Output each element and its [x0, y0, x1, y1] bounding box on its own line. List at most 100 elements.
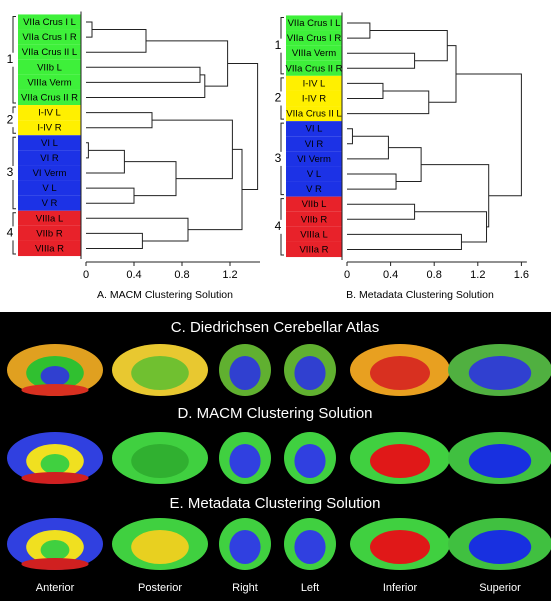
leaf-box: [18, 165, 81, 181]
leaf-box: [286, 211, 342, 227]
leaf-label: I-IV L: [303, 78, 326, 89]
dendrogram-link: [414, 211, 488, 243]
group-label: 3: [275, 151, 282, 165]
leaf-label: VIIa Crus I R: [287, 33, 342, 44]
group-label: 3: [7, 165, 14, 179]
leaf-box: [18, 89, 81, 106]
leaf-label: VI Verm: [33, 168, 67, 179]
dendrogram-link: [86, 217, 189, 242]
leaf-label: VIIa Crus II L: [286, 109, 341, 120]
dendrogram-link: [347, 52, 416, 69]
dendrogram-link: [146, 40, 229, 87]
leaf-box: [18, 180, 81, 196]
leaf-box: [286, 196, 342, 212]
group-label-bg: [274, 151, 282, 166]
leaf-box: [286, 45, 342, 61]
x-tick-label: 0.8: [174, 269, 189, 281]
leaf-label: VIIb R: [301, 214, 328, 225]
leaf-label: VIIa Crus II L: [22, 47, 77, 58]
leaf-box: [286, 90, 342, 107]
group-label-bg: [6, 113, 14, 128]
leaf-label: VIIa Crus I R: [22, 32, 77, 43]
panel-caption: A. MACM Clustering Solution: [97, 289, 233, 301]
dendrogram-link: [347, 82, 384, 99]
brain-region: [131, 356, 189, 390]
x-tick-label: 0: [344, 269, 350, 281]
leaf-label: VIIa Crus I L: [288, 18, 341, 29]
dendrogram-link: [347, 90, 430, 115]
leaf-box: [18, 195, 81, 211]
x-tick-label: 0.8: [427, 269, 442, 281]
dendrogram-link: [86, 66, 201, 83]
brain-region: [229, 530, 261, 564]
brain-region: [40, 454, 70, 474]
group-label-bg: [274, 38, 282, 53]
leaf-label: VIIIa L: [300, 229, 327, 240]
group-label: 4: [275, 219, 282, 233]
brain-region: [21, 558, 89, 570]
leaf-label: VIIb L: [37, 62, 62, 73]
leaf-box: [286, 106, 342, 122]
leaf-label: VIIa Crus I L: [23, 17, 76, 28]
leaf-label: VIIIa Verm: [292, 48, 336, 59]
leaf-label: VI L: [306, 124, 323, 135]
leaf-box: [18, 225, 81, 241]
dendrogram-link: [86, 149, 125, 174]
leaf-box: [286, 226, 342, 242]
x-tick-label: 0: [83, 269, 89, 281]
brain-region: [131, 444, 189, 478]
dendrogram-link: [421, 164, 490, 228]
group-label: 4: [7, 226, 14, 240]
leaf-box: [18, 120, 81, 136]
leaf-box: [286, 151, 342, 167]
x-tick-label: 0.4: [383, 269, 398, 281]
dendrogram-link: [227, 63, 259, 191]
leaf-box: [18, 29, 81, 45]
group-label-bg: [274, 219, 282, 234]
dendrogram-link: [188, 148, 243, 231]
leaf-label: VIIIa R: [35, 244, 64, 255]
leaf-label: VIIb L: [302, 199, 327, 210]
x-tick-label: 1.6: [514, 269, 529, 281]
brain-region: [294, 444, 326, 478]
view-label: Posterior: [138, 582, 182, 594]
leaf-label: I-IV R: [37, 123, 61, 134]
group-label: 1: [275, 38, 282, 52]
group-label: 2: [275, 91, 282, 105]
leaf-label: I-IV R: [302, 94, 326, 105]
leaf-box: [286, 15, 342, 31]
leaf-box: [286, 121, 342, 137]
leaf-box: [18, 150, 81, 166]
dendrogram-link: [428, 45, 457, 103]
dendrogram-link: [86, 232, 143, 249]
brain-region: [294, 530, 326, 564]
leaf-box: [18, 240, 81, 257]
leaf-label: V R: [306, 184, 322, 195]
group-label-bg: [6, 226, 14, 241]
leaf-label: VI L: [41, 138, 58, 149]
brain-region: [131, 530, 189, 564]
leaf-box: [286, 30, 342, 46]
leaf-label: V L: [307, 169, 321, 180]
leaf-box: [18, 210, 81, 226]
dendrogram-link: [388, 147, 422, 183]
dendrogram-link: [347, 233, 462, 250]
view-label: Right: [232, 582, 258, 594]
dendrogram-link: [86, 142, 89, 159]
leaf-box: [18, 59, 81, 75]
leaf-label: VIIIa R: [299, 245, 328, 256]
brain-region: [370, 356, 430, 390]
dendrogram-link: [369, 30, 448, 62]
atlas-row-title: D. MACM Clustering Solution: [177, 405, 372, 422]
brain-region: [40, 540, 70, 560]
atlas-row-title: E. Metadata Clustering Solution: [170, 495, 381, 512]
x-tick-label: 1.2: [470, 269, 485, 281]
group-label-bg: [6, 52, 14, 67]
leaf-box: [18, 105, 81, 121]
dendrogram-link: [124, 161, 177, 197]
dendrogram-link: [347, 203, 416, 220]
dendrogram-link: [456, 73, 522, 197]
dendrogram-link: [86, 21, 93, 38]
leaf-label: VI Verm: [297, 154, 331, 165]
